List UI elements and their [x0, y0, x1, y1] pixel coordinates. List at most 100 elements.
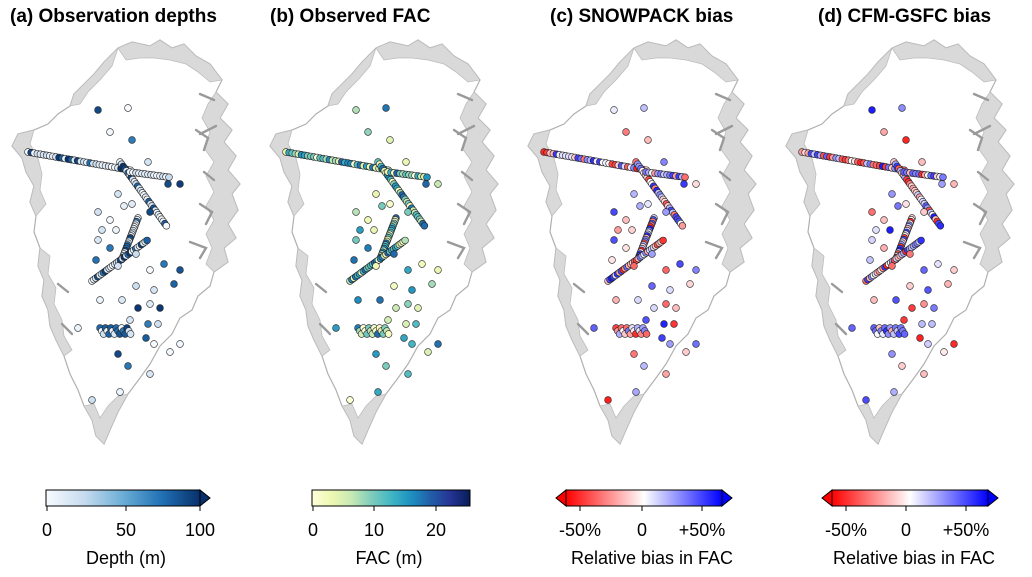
observation-site-marker	[950, 266, 958, 274]
observation-site-marker	[372, 190, 380, 198]
coastline-fjord	[576, 322, 590, 336]
observation-site-marker	[98, 226, 106, 234]
coastline-fjord	[572, 282, 586, 294]
coastline-fjord	[198, 92, 216, 102]
colorbar: 0 10 20 FAC (m)	[304, 486, 484, 576]
panel-snowpack-bias: (c) SNOWPACK bias -50% 0 +50% Relative b…	[516, 0, 774, 577]
observation-site-marker	[434, 340, 442, 348]
colorbar-tick-label: 20	[425, 520, 447, 540]
observation-site-marker	[612, 296, 620, 304]
observation-site-marker	[918, 320, 926, 328]
observation-site-marker	[682, 348, 690, 356]
observation-site-marker	[106, 128, 114, 136]
observation-site-marker	[908, 304, 916, 312]
observation-site-marker	[420, 222, 429, 230]
colorbar: 0 50 100 Depth (m)	[38, 486, 218, 576]
ice-free-land	[553, 247, 589, 357]
observation-site-marker	[423, 173, 431, 181]
coastline-fjord	[972, 92, 990, 102]
observation-site-marker	[630, 262, 638, 270]
observation-site-marker	[176, 266, 184, 274]
observation-site-marker	[404, 208, 412, 216]
observation-site-marker	[934, 260, 942, 268]
observation-site-marker	[868, 208, 876, 216]
observation-site-marker	[628, 226, 636, 234]
ice-free-land	[785, 129, 821, 217]
observation-site-marker	[390, 250, 398, 258]
observation-site-marker	[920, 370, 928, 378]
observation-site-marker	[890, 388, 898, 396]
observation-site-marker	[630, 190, 638, 198]
greenland-map	[527, 39, 757, 446]
observation-site-marker	[622, 216, 630, 224]
colorbar-extend-max	[721, 488, 733, 508]
coastline-fjord	[830, 282, 844, 294]
ice-free-land	[585, 47, 635, 107]
observation-site-marker	[372, 262, 380, 270]
coastline-fjord	[456, 92, 474, 102]
observation-site-marker	[640, 362, 648, 370]
observation-site-marker	[176, 340, 184, 348]
colorbar-tick-label: 50	[115, 520, 137, 540]
colorbar-gradient	[311, 489, 471, 511]
colorbar-label: FAC (m)	[355, 548, 423, 568]
observation-site-marker	[894, 202, 902, 210]
observation-site-marker	[622, 128, 630, 136]
greenland-map	[785, 39, 1015, 446]
observation-site-marker	[604, 396, 612, 404]
observation-site-marker	[376, 296, 384, 304]
observation-site-marker	[134, 304, 142, 312]
observation-site-marker	[166, 348, 174, 356]
observation-site-marker	[939, 173, 947, 181]
coastline-fjord	[202, 170, 216, 182]
ice-free-land	[37, 247, 73, 357]
coastline-fjord	[704, 240, 724, 260]
observation-site-marker	[662, 266, 670, 274]
ice-free-land	[633, 39, 739, 83]
observation-site-marker	[918, 158, 926, 166]
colorbar-extend-min	[555, 488, 567, 508]
observation-site-marker	[902, 200, 910, 208]
observation-site-marker	[112, 226, 120, 234]
ice-free-land	[269, 129, 305, 217]
observation-site-marker	[866, 256, 874, 264]
observation-site-marker	[660, 320, 668, 328]
observation-site-marker	[862, 396, 870, 404]
observation-site-marker	[176, 180, 184, 188]
observation-site-marker	[920, 266, 928, 274]
observation-site-marker	[924, 286, 932, 294]
coastline-fjord	[456, 124, 476, 136]
observation-site-marker	[872, 226, 880, 234]
observation-site-marker	[96, 296, 104, 304]
ice-free-land	[599, 393, 645, 445]
colorbar-fill	[311, 489, 471, 507]
ice-free-land	[527, 129, 563, 217]
ice-free-land	[375, 39, 481, 83]
ice-free-land	[341, 393, 387, 445]
observation-site-marker	[128, 136, 136, 144]
coastline-fjord	[314, 282, 328, 294]
panel-observation-depths: (a) Observation depths 0 50 100 Depth (m…	[0, 0, 258, 577]
observation-site-marker	[370, 226, 378, 234]
observation-site-marker	[870, 296, 878, 304]
observation-site-marker	[868, 236, 876, 244]
ice-free-land	[201, 91, 241, 273]
observation-site-marker	[94, 236, 102, 244]
ice-free-land	[891, 39, 997, 83]
observation-site-marker	[170, 280, 178, 288]
observation-site-marker	[124, 104, 132, 112]
observation-site-marker	[660, 158, 668, 166]
observation-site-marker	[386, 200, 394, 208]
ice-free-land	[811, 247, 847, 357]
colorbar-label: Relative bias in FAC	[570, 548, 734, 568]
coastline-fjord	[318, 322, 332, 336]
colorbar-gradient	[45, 488, 211, 511]
coastline-fjord	[60, 322, 74, 336]
observation-site-marker	[898, 104, 906, 112]
observation-site-marker	[944, 280, 952, 288]
observation-site-marker	[128, 200, 136, 208]
observation-site-marker	[144, 320, 152, 328]
observation-site-marker	[902, 136, 910, 144]
observation-site-marker	[920, 208, 928, 216]
observation-site-marker	[678, 222, 687, 230]
